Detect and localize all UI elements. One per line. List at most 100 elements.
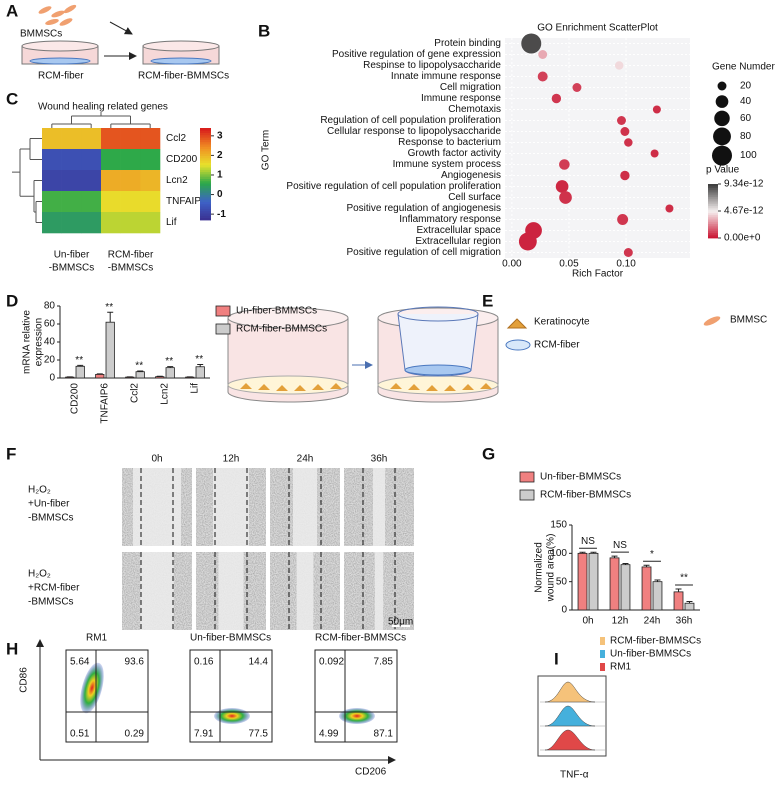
bar bbox=[673, 591, 684, 611]
quadrant-value: 0.16 bbox=[194, 657, 214, 668]
group-label: -BMMSCs bbox=[108, 263, 154, 274]
panel-a-art bbox=[21, 4, 220, 65]
row-label: H₂O₂ bbox=[28, 485, 51, 496]
error-bar bbox=[675, 588, 682, 592]
y-tick-label: Regulation of cell population proliferat… bbox=[320, 115, 501, 126]
heat-cell bbox=[140, 170, 161, 192]
colorbar-step bbox=[200, 187, 211, 191]
colorbar-step bbox=[200, 157, 211, 161]
legend-label: 60 bbox=[740, 113, 752, 124]
wound-gap bbox=[296, 552, 314, 630]
y-tick-label: 0 bbox=[561, 605, 567, 616]
heat-cell bbox=[61, 191, 82, 213]
y-tick-label: 20 bbox=[44, 355, 56, 366]
plot-frame bbox=[314, 649, 398, 743]
y-tick-label: Respinse to lipopolysaccharide bbox=[363, 60, 501, 71]
panel-e-art bbox=[227, 306, 721, 403]
legend-point bbox=[715, 95, 729, 108]
significance: ** bbox=[165, 356, 173, 367]
group-label: Un-fiber bbox=[54, 250, 90, 261]
colorbar-step bbox=[200, 215, 211, 219]
quadrant-value: 0.51 bbox=[70, 729, 90, 740]
colorbar-step bbox=[708, 225, 718, 228]
colorbar-step bbox=[708, 198, 718, 201]
quadrant-value: 0.29 bbox=[125, 729, 145, 740]
histogram bbox=[544, 705, 596, 727]
x-tick-label: CD200 bbox=[70, 383, 81, 415]
bar bbox=[165, 367, 175, 379]
legend-label: Keratinocyte bbox=[534, 317, 590, 328]
x-tick-label: 36h bbox=[676, 616, 693, 627]
error-bar bbox=[107, 311, 114, 323]
colorbar-step bbox=[200, 197, 211, 200]
plot-frame bbox=[65, 649, 149, 743]
x-tick-label: Lcn2 bbox=[160, 383, 171, 405]
heat-cell bbox=[61, 149, 82, 171]
colorbar-step bbox=[200, 153, 211, 156]
y-tick-label: Cell migration bbox=[440, 82, 501, 93]
group-label: RCM-fiber bbox=[108, 250, 154, 261]
point bbox=[624, 138, 633, 147]
legend-swatch bbox=[215, 323, 231, 335]
time-label: 0h bbox=[151, 454, 162, 465]
cell-density bbox=[80, 662, 104, 714]
y-tick-label: Protein binding bbox=[434, 38, 501, 49]
colorbar-step bbox=[708, 191, 718, 194]
y-tick-label: Response to bacterium bbox=[398, 137, 501, 148]
x-tick-label: 0h bbox=[582, 616, 593, 627]
legend-label: BMMSC bbox=[730, 315, 767, 326]
point bbox=[521, 33, 542, 54]
x-tick-label: 0.00 bbox=[502, 259, 522, 270]
dish-label: RCM-fiber bbox=[38, 71, 84, 82]
colorbar-step bbox=[200, 141, 211, 145]
y-tick-label: Positive regulation of angiogenesis bbox=[346, 203, 501, 214]
heat-cell bbox=[101, 128, 121, 150]
colorbar-step bbox=[200, 171, 211, 175]
legend-label: 80 bbox=[740, 131, 752, 142]
legend-swatch bbox=[600, 637, 605, 645]
heat-cell bbox=[61, 170, 82, 192]
bar bbox=[95, 373, 105, 379]
heat-cell bbox=[81, 128, 102, 150]
legend-label: RCM-fiber bbox=[534, 340, 580, 351]
panel-letter: H bbox=[6, 639, 18, 658]
significance: ** bbox=[135, 361, 143, 372]
colorbar-step bbox=[708, 209, 718, 212]
colorbar-step bbox=[708, 189, 718, 192]
wound-gap bbox=[133, 468, 181, 546]
significance: ** bbox=[680, 573, 688, 584]
heat-cell bbox=[101, 191, 121, 213]
panel-letter: E bbox=[482, 291, 493, 310]
histogram bbox=[544, 729, 596, 751]
y-tick-label: Immune response bbox=[421, 93, 501, 104]
colorbar-label: 9.34e-12 bbox=[724, 179, 764, 190]
heat-cell bbox=[42, 149, 62, 171]
error-bar bbox=[590, 551, 597, 554]
wound-gap bbox=[373, 468, 385, 546]
legend-label: RCM-fiber-BMMSCs bbox=[236, 324, 327, 335]
colorbar-step bbox=[708, 216, 718, 219]
colorbar-step bbox=[200, 146, 211, 150]
colorbar-step bbox=[200, 130, 211, 133]
y-tick-label: 40 bbox=[44, 337, 56, 348]
colorbar-step bbox=[708, 202, 718, 205]
y-tick-label: Cellular response to lipopolysaccharide bbox=[327, 126, 501, 137]
plot-frame bbox=[189, 649, 273, 743]
point bbox=[537, 71, 548, 82]
y-tick-label: Positive regulation of cell population p… bbox=[286, 181, 501, 192]
bar bbox=[577, 552, 588, 611]
colorbar-step bbox=[708, 236, 718, 239]
panel-letter: A bbox=[6, 1, 18, 20]
colorbar-step bbox=[200, 183, 211, 186]
legend-label: Un-fiber-BMMSCs bbox=[610, 649, 691, 660]
heat-cell bbox=[61, 128, 82, 150]
colorbar-step bbox=[708, 227, 718, 230]
legend-label: Un-fiber-BMMSCs bbox=[540, 472, 621, 483]
heat-cell bbox=[81, 212, 102, 234]
y-tick-label: 50 bbox=[556, 576, 568, 587]
error-bar bbox=[686, 601, 693, 604]
colorbar-step bbox=[200, 151, 211, 154]
y-tick-label: Angiogenesis bbox=[441, 170, 501, 181]
colorbar-step bbox=[708, 229, 718, 232]
colorbar-step bbox=[708, 232, 718, 235]
